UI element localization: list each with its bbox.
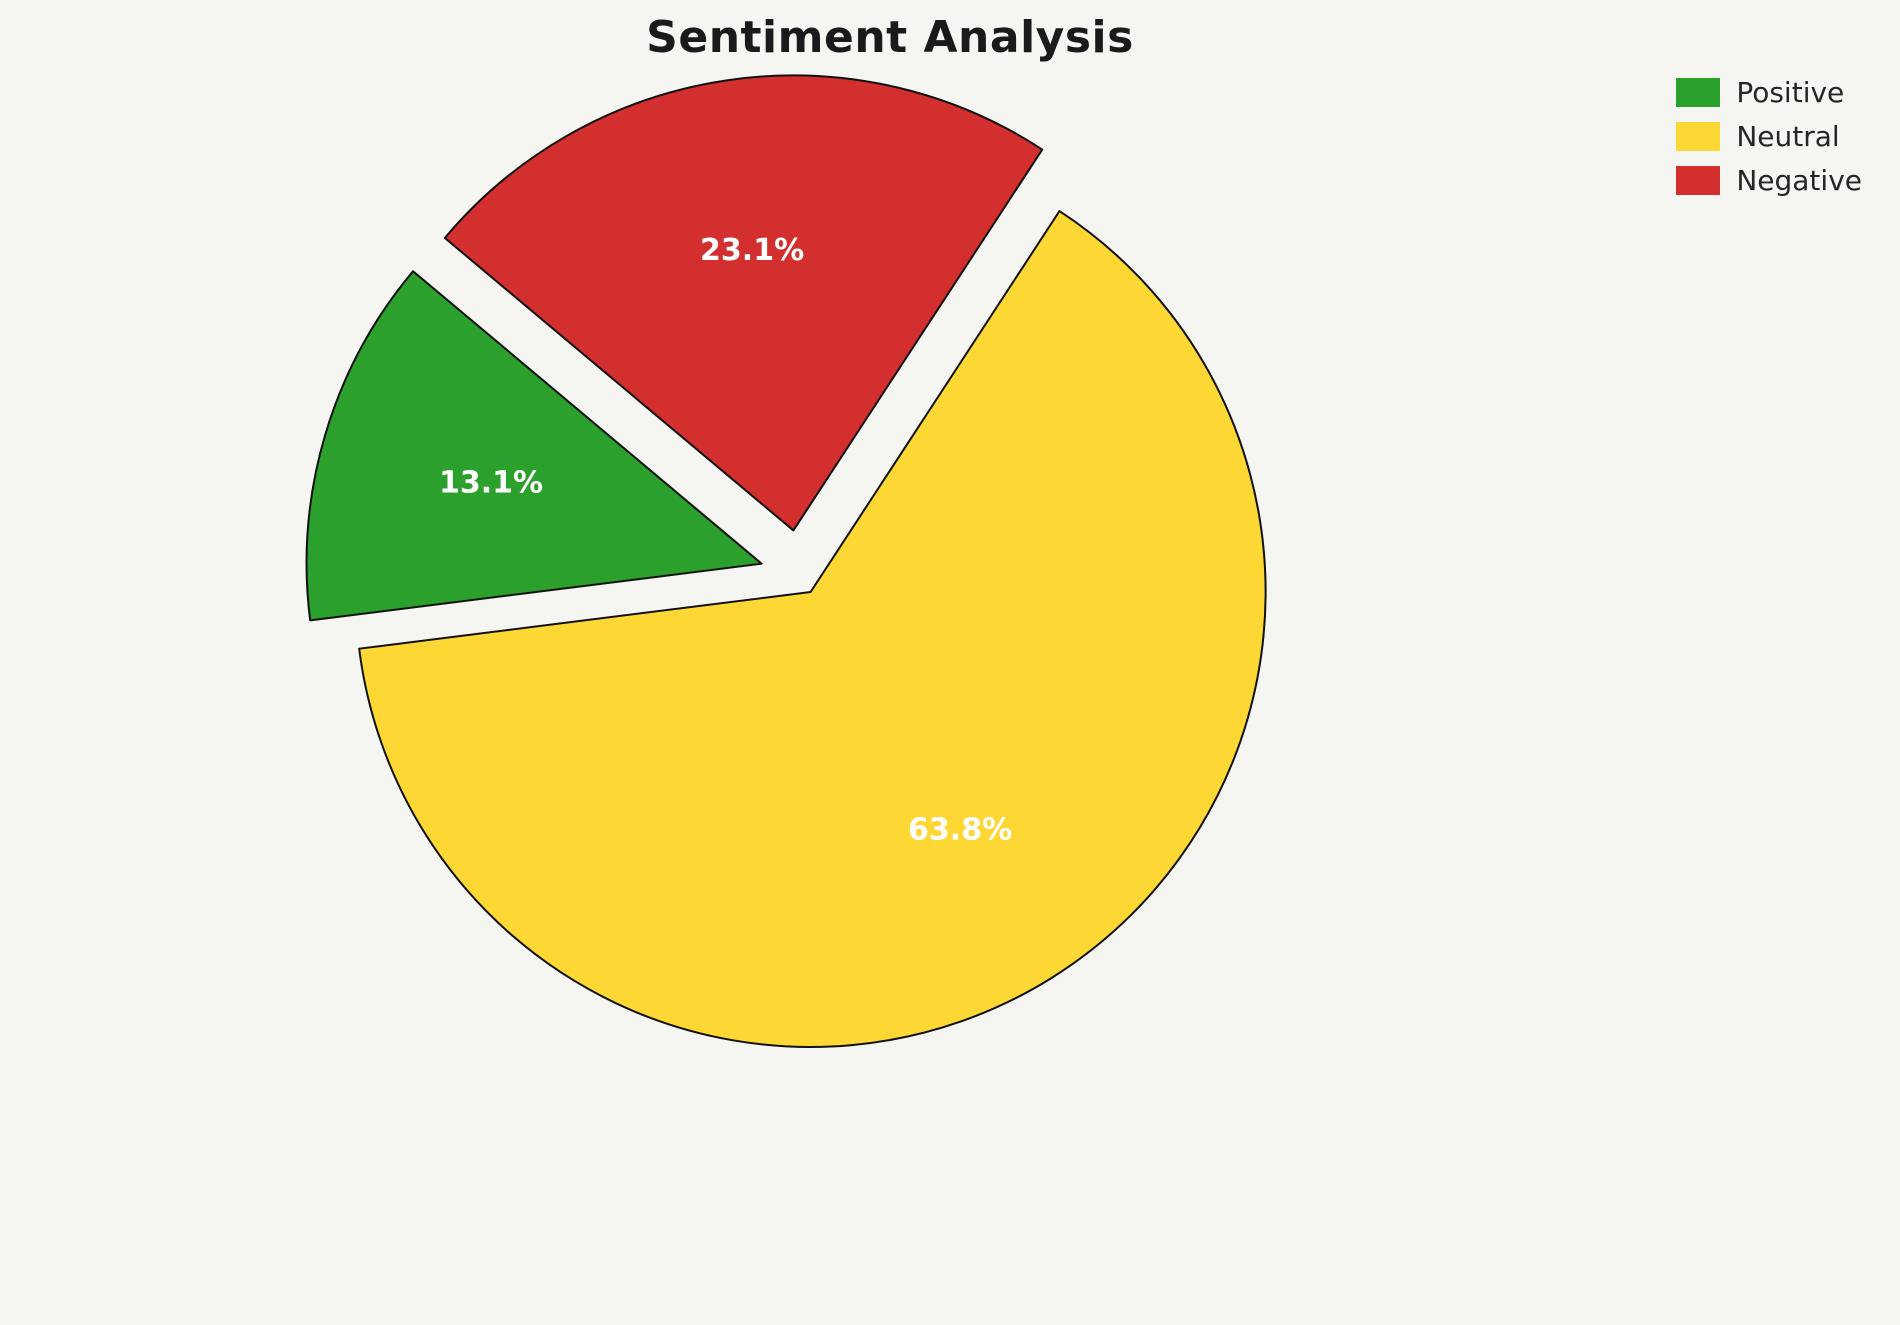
legend-label-positive: Positive <box>1736 75 1845 109</box>
pie-slice-positive <box>305 270 763 622</box>
legend-item-negative: Negative <box>1676 166 1862 195</box>
slice-percentage-label-positive: 13.1% <box>439 465 543 500</box>
pie-slice-neutral <box>358 210 1267 1048</box>
legend-label-negative: Negative <box>1736 163 1862 197</box>
legend: Positive Neutral Negative <box>1676 78 1862 195</box>
pie-slice-negative <box>443 74 1044 532</box>
legend-swatch-positive <box>1676 78 1721 107</box>
legend-swatch-neutral <box>1676 122 1721 151</box>
legend-item-positive: Positive <box>1676 78 1862 107</box>
legend-item-neutral: Neutral <box>1676 122 1862 151</box>
slice-percentage-label-negative: 23.1% <box>700 233 804 268</box>
slice-percentage-label-neutral: 63.8% <box>908 813 1012 848</box>
legend-label-neutral: Neutral <box>1736 119 1840 153</box>
legend-swatch-negative <box>1676 166 1721 195</box>
chart-title: Sentiment Analysis <box>646 12 1134 63</box>
